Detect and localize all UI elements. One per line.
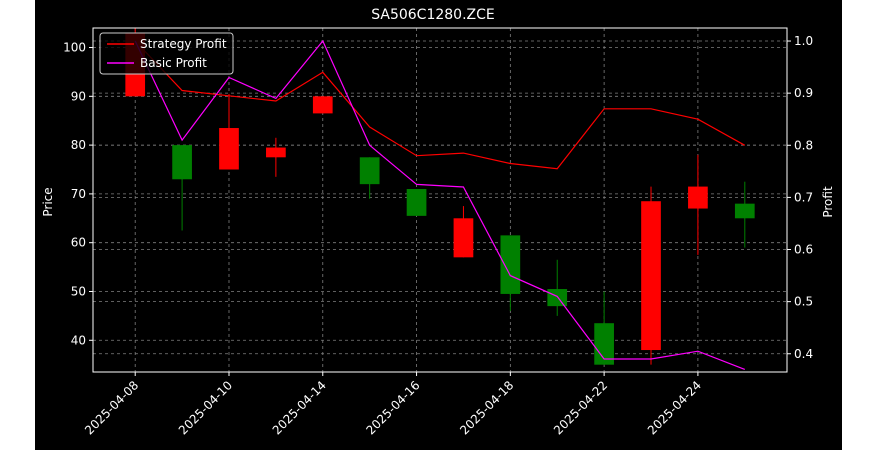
x-tick-label: 2025-04-08 [82, 378, 141, 437]
legend-label-basic-profit: Basic Profit [140, 56, 207, 70]
x-tick-label: 2025-04-22 [551, 378, 610, 437]
grid-lines [93, 28, 787, 372]
right-tick-label: 1.0 [794, 34, 813, 48]
candle-body [172, 145, 192, 180]
legend: Strategy Profit Basic Profit [99, 32, 234, 75]
plot-frame [92, 27, 788, 373]
candle-body [500, 235, 521, 294]
chart-title: SA506C1280.ZCE [371, 7, 495, 23]
candle-body [312, 96, 333, 114]
left-axis-label: Price [41, 187, 55, 216]
candle-body [594, 323, 614, 365]
left-tick-label: 60 [71, 236, 86, 250]
candle-body [359, 157, 380, 185]
left-tick-label: 40 [71, 333, 86, 347]
right-tick-label: 0.9 [794, 86, 813, 100]
candle-body [641, 201, 661, 351]
candles [125, 28, 755, 365]
candlestick-chart: SA506C1280.ZCE 40 50 60 70 80 90 100 0.4 0.5 0.6 0… [41, 7, 835, 437]
candle-body [453, 218, 474, 258]
left-tick-label: 100 [63, 41, 86, 55]
candle-body [266, 147, 286, 158]
x-tick-label: 2025-04-10 [176, 378, 235, 437]
left-tick-label: 90 [71, 89, 86, 103]
series-line-strategy-profit [134, 40, 746, 170]
candle-body [734, 203, 755, 219]
legend-label-strategy-profit: Strategy Profit [140, 37, 227, 51]
x-tick-label: 2025-04-18 [457, 378, 516, 437]
candle-body [688, 186, 708, 209]
left-tick-label: 80 [71, 138, 86, 152]
x-tick-label: 2025-04-14 [270, 378, 329, 437]
right-tick-label: 0.4 [794, 347, 813, 361]
right-axis-label: Profit [821, 186, 835, 218]
profit-lines [134, 39, 746, 370]
candle-body [219, 128, 239, 170]
right-tick-label: 0.5 [794, 295, 813, 309]
right-tick-label: 0.7 [794, 190, 813, 204]
candle-body [406, 189, 427, 216]
right-tick-label: 0.6 [794, 243, 813, 257]
left-tick-label: 50 [71, 284, 86, 298]
chart-canvas: SA506C1280.ZCE 40 50 60 70 80 90 100 0.4 0.5 0.6 0… [35, 0, 842, 450]
series-line-basic-profit [134, 39, 746, 370]
candle-body [547, 289, 568, 307]
x-tick-label: 2025-04-24 [645, 378, 704, 437]
axes: 40 50 60 70 80 90 100 0.4 0.5 0.6 0.7 0.8 0.9 1.0 2025… [63, 27, 813, 437]
right-tick-label: 0.8 [794, 138, 813, 152]
left-tick-label: 70 [71, 187, 86, 201]
x-tick-label: 2025-04-16 [363, 378, 422, 437]
